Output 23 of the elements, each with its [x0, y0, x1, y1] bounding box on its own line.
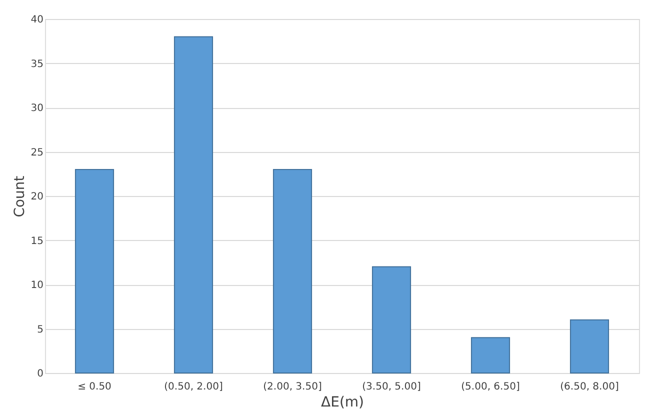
x-tick-label: (5.00, 6.50]	[461, 382, 520, 392]
y-tick-label: 25	[30, 147, 44, 158]
x-axis-title: ΔE(m)	[321, 394, 364, 410]
bar	[570, 319, 610, 374]
y-tick-label: 10	[30, 280, 44, 291]
y-tick-label: 35	[30, 58, 44, 70]
y-tick-label: 40	[30, 14, 44, 26]
y-tick-label: 20	[30, 192, 44, 202]
y-tick-label: 5	[37, 324, 44, 336]
bar	[470, 337, 510, 374]
y-tick-label: 15	[30, 236, 44, 247]
y-axis-title: Count	[12, 175, 28, 218]
bar	[174, 36, 214, 374]
y-tick-label: 30	[30, 103, 44, 114]
bar	[272, 168, 312, 374]
y-tick-label: 0	[37, 368, 44, 380]
x-tick-label: (0.50, 2.00]	[164, 382, 223, 392]
x-tick-label: ≤ 0.50	[78, 382, 112, 392]
x-tick-label: (6.50, 8.00]	[560, 382, 619, 392]
x-tick-label: (3.50, 5.00]	[362, 382, 421, 392]
x-tick-label: (2.00, 3.50]	[263, 382, 322, 392]
bar	[372, 266, 412, 374]
bar	[74, 168, 114, 374]
